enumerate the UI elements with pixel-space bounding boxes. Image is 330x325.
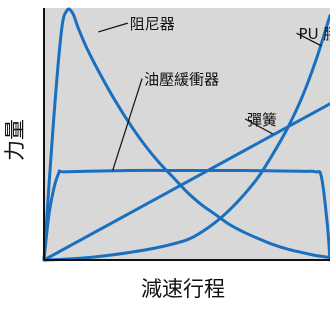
plot-background <box>44 8 330 260</box>
series-line-hydraulic-buffer <box>42 168 330 262</box>
annotation-spring: 彈簧 <box>244 111 277 135</box>
annotation-pu-rubber: PU 膠 <box>296 25 330 47</box>
leader-line-pu-rubber <box>296 32 322 47</box>
series-line-pu-rubber <box>42 14 330 262</box>
leader-line-spring <box>244 118 274 135</box>
leader-line-hydraulic-buffer <box>112 78 143 171</box>
series-line-damper <box>42 7 330 262</box>
series-label-spring: 彈簧 <box>247 111 277 129</box>
series-layer <box>42 7 330 262</box>
series-label-hydraulic-buffer: 油壓緩衝器 <box>144 71 219 89</box>
annotation-layer: 阻尼器 PU 膠油壓緩衝器彈簧 <box>98 15 330 171</box>
leader-line-damper <box>98 22 128 33</box>
annotation-hydraulic-buffer: 油壓緩衝器 <box>112 71 219 171</box>
series-label-pu-rubber: PU 膠 <box>299 25 330 43</box>
y-axis-label: 力量 <box>3 119 27 161</box>
annotation-damper: 阻尼器 <box>98 15 175 33</box>
series-line-spring <box>42 102 330 262</box>
x-axis-label: 減速行程 <box>141 277 225 301</box>
series-label-damper: 阻尼器 <box>130 15 175 33</box>
